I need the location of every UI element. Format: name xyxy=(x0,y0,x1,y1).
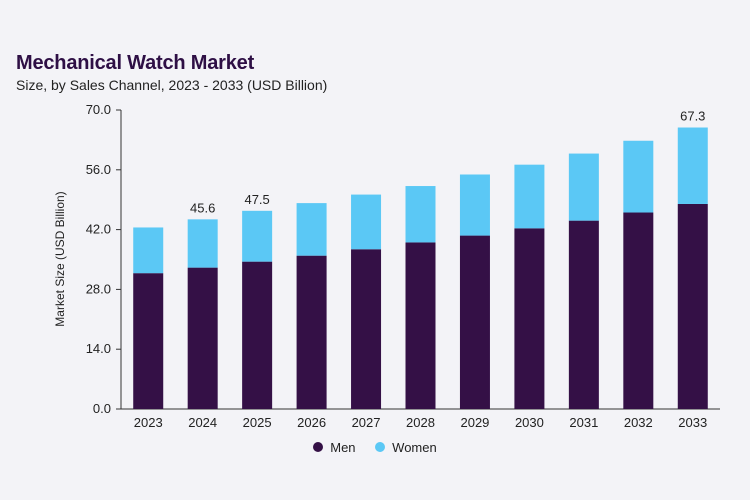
bar-men-2024 xyxy=(187,267,218,409)
bar-men-2028 xyxy=(405,242,436,409)
bar-men-2031 xyxy=(568,220,599,409)
bar-men-2029 xyxy=(459,235,490,409)
bar-women-2032 xyxy=(623,140,654,213)
bar-women-2023 xyxy=(133,227,164,274)
bar-women-2027 xyxy=(351,194,382,250)
y-tick-label: 14.0 xyxy=(86,341,111,356)
bar-men-2026 xyxy=(296,255,327,409)
bar-women-2030 xyxy=(514,164,545,229)
chart-title: Mechanical Watch Market xyxy=(16,52,255,74)
bar-women-2026 xyxy=(296,203,327,256)
bar-men-2030 xyxy=(514,228,545,409)
bar-women-2031 xyxy=(568,153,599,221)
y-tick-label: 70.0 xyxy=(86,102,111,117)
y-axis-title: Market Size (USD Billion) xyxy=(53,191,67,326)
x-tick-label: 2028 xyxy=(406,415,435,430)
chart-subtitle: Size, by Sales Channel, 2023 - 2033 (USD… xyxy=(16,77,328,93)
bar-men-2033 xyxy=(677,203,708,409)
total-label-2024: 45.6 xyxy=(190,200,215,215)
x-tick-label: 2033 xyxy=(678,415,707,430)
legend-label-men: Men xyxy=(330,439,356,455)
legend-label-women: Women xyxy=(392,439,437,455)
bar-women-2033 xyxy=(677,127,708,204)
x-tick-label: 2029 xyxy=(460,415,489,430)
bar-men-2027 xyxy=(351,249,382,409)
y-tick-label: 56.0 xyxy=(86,162,111,177)
x-tick-label: 2030 xyxy=(515,415,544,430)
legend-swatch-men xyxy=(313,442,324,453)
bar-men-2023 xyxy=(133,273,164,409)
bar-women-2029 xyxy=(459,174,490,236)
x-tick-label: 2026 xyxy=(297,415,326,430)
total-label-2025: 47.5 xyxy=(244,192,269,207)
bar-women-2024 xyxy=(187,219,218,268)
x-tick-label: 2032 xyxy=(624,415,653,430)
x-tick-label: 2027 xyxy=(352,415,381,430)
legend-swatch-women xyxy=(375,442,386,453)
x-tick-label: 2024 xyxy=(188,415,217,430)
bar-men-2032 xyxy=(623,212,654,409)
bar-women-2028 xyxy=(405,186,436,243)
legend: Men Women xyxy=(0,438,750,455)
x-tick-label: 2031 xyxy=(569,415,598,430)
x-tick-label: 2025 xyxy=(243,415,272,430)
total-label-2033: 67.3 xyxy=(680,109,705,124)
y-tick-label: 0.0 xyxy=(93,401,111,416)
legend-item-women: Women xyxy=(375,439,437,455)
legend-item-men: Men xyxy=(313,439,356,455)
bar-women-2025 xyxy=(242,210,273,262)
y-tick-label: 42.0 xyxy=(86,222,111,237)
x-tick-label: 2023 xyxy=(134,415,163,430)
y-tick-label: 28.0 xyxy=(86,281,111,296)
bar-men-2025 xyxy=(242,261,273,409)
